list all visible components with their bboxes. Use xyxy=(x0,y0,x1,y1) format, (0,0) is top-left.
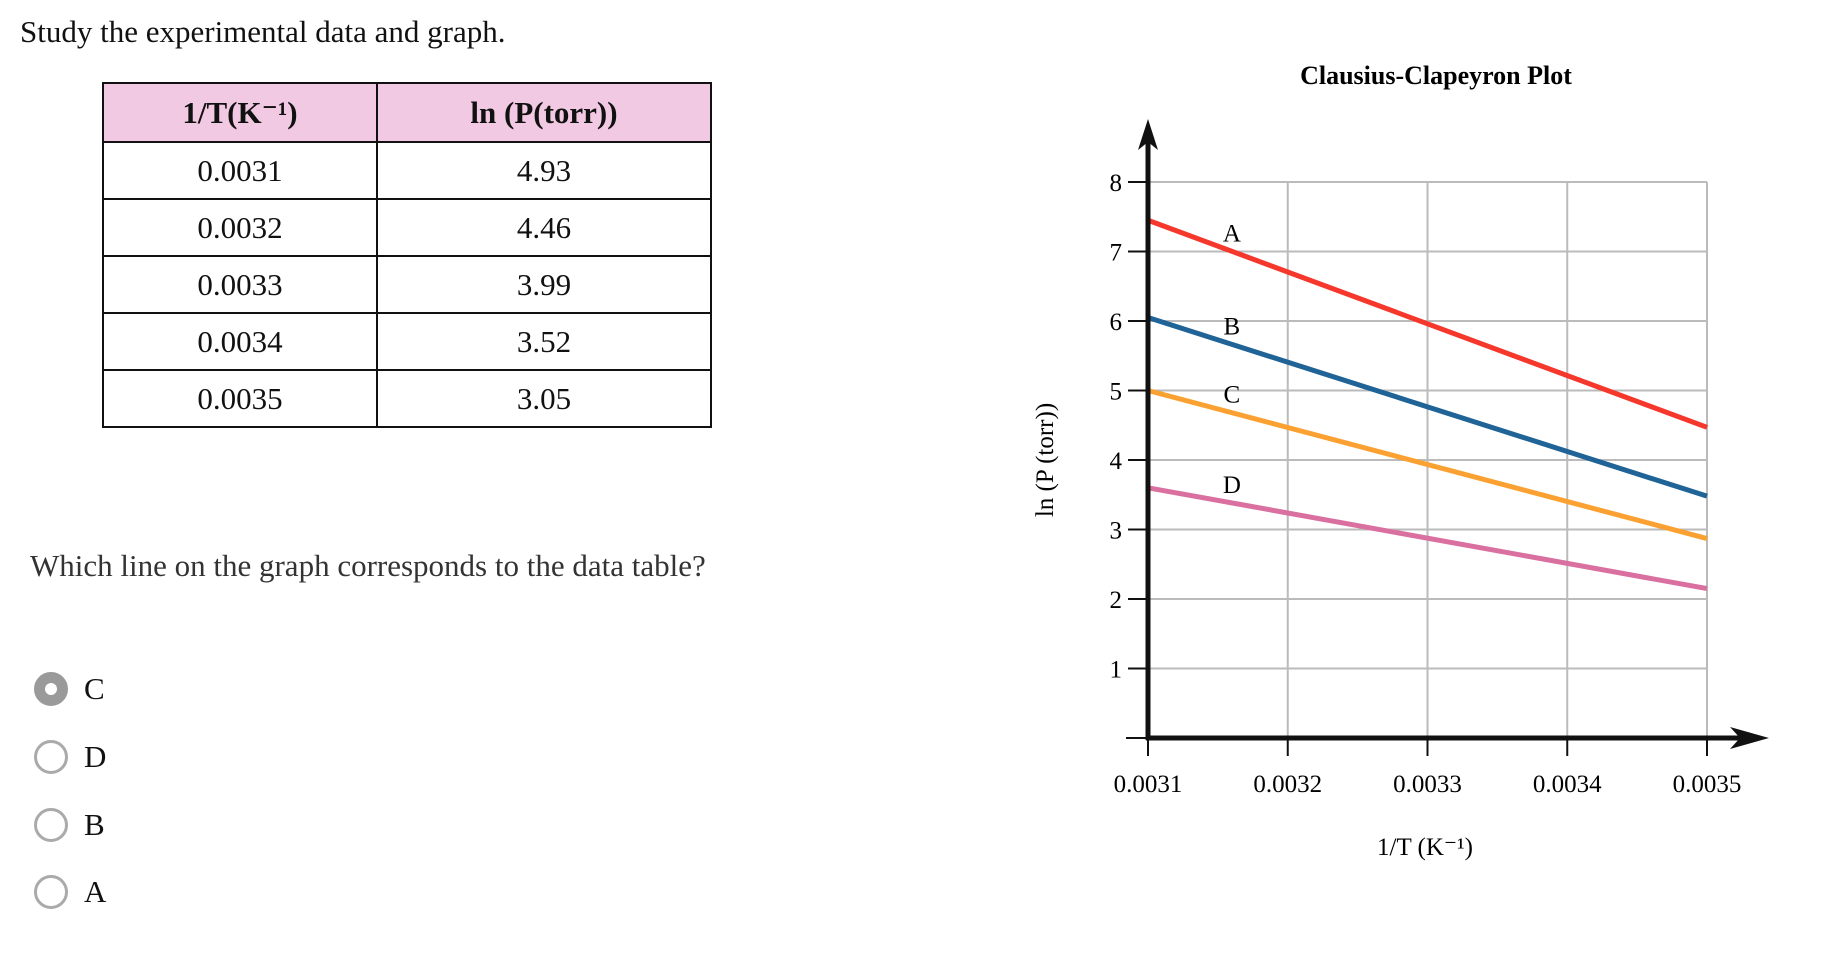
data-table: 1/T(K⁻¹) ln (P(torr)) 0.0031 4.93 0.0032 4… xyxy=(102,82,712,428)
radio-button[interactable] xyxy=(34,808,68,842)
series-label-a: A xyxy=(1223,220,1241,247)
x-tick-label: 0.0033 xyxy=(1393,771,1462,798)
question-text: Which line on the graph corresponds to t… xyxy=(30,548,706,583)
cell: 4.46 xyxy=(376,198,712,257)
series-label-d: D xyxy=(1223,472,1241,499)
option-d[interactable]: D xyxy=(34,739,106,775)
option-a[interactable]: A xyxy=(34,874,106,910)
y-tick-label: 5 xyxy=(1110,379,1123,406)
series-label-b: B xyxy=(1224,313,1241,340)
x-axis-arrow-icon xyxy=(1730,727,1769,749)
y-tick-label: 2 xyxy=(1110,587,1123,614)
option-label: C xyxy=(84,671,105,706)
y-tick-label: 6 xyxy=(1110,309,1123,336)
cell: 4.93 xyxy=(376,141,712,200)
series-label-c: C xyxy=(1224,382,1241,409)
radio-button-selected[interactable] xyxy=(34,672,68,706)
series-line-c xyxy=(1147,388,1708,541)
cell: 3.99 xyxy=(376,255,712,314)
option-c[interactable]: C xyxy=(34,671,105,707)
cell: 0.0033 xyxy=(102,255,378,314)
y-tick-label: 3 xyxy=(1110,518,1123,545)
x-tick-label: 0.0032 xyxy=(1253,771,1322,798)
cell: 3.05 xyxy=(376,369,712,428)
cell: 0.0034 xyxy=(102,312,378,371)
x-tick-label: 0.0031 xyxy=(1114,771,1183,798)
y-tick-label: 4 xyxy=(1110,448,1123,475)
radio-button[interactable] xyxy=(34,740,68,774)
series-line-d xyxy=(1147,485,1708,592)
radio-button[interactable] xyxy=(34,875,68,909)
cell: 3.52 xyxy=(376,312,712,371)
series-line-b xyxy=(1147,315,1708,499)
chart-title: Clausius-Clapeyron Plot xyxy=(1300,61,1572,90)
table-row: 0.0035 3.05 xyxy=(102,369,712,428)
y-axis-arrow-icon xyxy=(1138,119,1158,150)
cell: 0.0031 xyxy=(102,141,378,200)
x-tick-label: 0.0034 xyxy=(1533,771,1602,798)
option-b[interactable]: B xyxy=(34,807,105,843)
cell: 0.0032 xyxy=(102,198,378,257)
table-row: 0.0034 3.52 xyxy=(102,312,712,371)
table-row: 0.0033 3.99 xyxy=(102,255,712,314)
option-label: D xyxy=(84,739,107,774)
y-tick-label: 8 xyxy=(1110,170,1123,197)
header-ln-pressure: ln (P(torr)) xyxy=(376,82,712,143)
series-line-a xyxy=(1147,217,1708,430)
y-tick-label: 7 xyxy=(1110,240,1123,267)
y-tick-label: 1 xyxy=(1110,657,1123,684)
header-inverse-temperature: 1/T(K⁻¹) xyxy=(102,82,378,143)
x-axis-label: 1/T (K⁻¹) xyxy=(1377,834,1473,861)
cell: 0.0035 xyxy=(102,369,378,428)
prompt-text: Study the experimental data and graph. xyxy=(20,14,506,49)
option-label: B xyxy=(84,807,105,842)
table-row: 0.0031 4.93 xyxy=(102,141,712,200)
x-tick-label: 0.0035 xyxy=(1673,771,1742,798)
option-label: A xyxy=(84,874,107,909)
table-row: 0.0032 4.46 xyxy=(102,198,712,257)
y-axis-label: ln (P (torr)) xyxy=(1032,403,1059,517)
